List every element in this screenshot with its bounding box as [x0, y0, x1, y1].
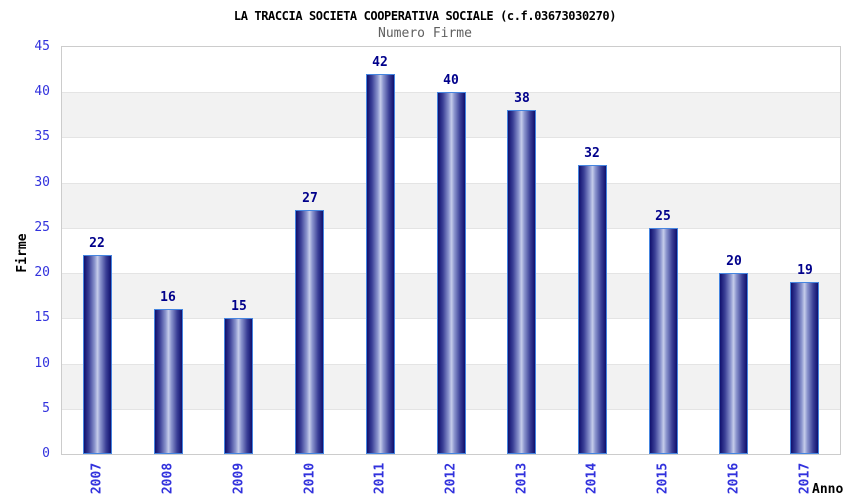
x-tick-label: 2008 [160, 462, 176, 495]
x-tick-label: 2007 [89, 462, 105, 495]
plot-area [61, 46, 841, 455]
bar-2009 [224, 318, 253, 454]
bar-value-label: 42 [372, 55, 388, 70]
x-tick-label: 2012 [443, 462, 459, 495]
bar-value-label: 15 [231, 299, 247, 314]
y-tick-label: 30 [34, 175, 50, 190]
bar-2012 [437, 92, 466, 454]
bar-2011 [366, 74, 395, 454]
y-tick-label: 5 [42, 401, 50, 416]
y-tick-label: 45 [34, 39, 50, 54]
bar-2014 [578, 165, 607, 454]
y-tick-label: 40 [34, 84, 50, 99]
x-tick-label: 2013 [514, 462, 530, 495]
bar-value-label: 27 [302, 191, 318, 206]
chart-subtitle: Numero Firme [378, 26, 472, 41]
bar-value-label: 19 [797, 263, 813, 278]
bar-2016 [719, 273, 748, 454]
bar-value-label: 20 [726, 254, 742, 269]
x-tick-label: 2010 [302, 462, 318, 495]
x-tick-label: 2015 [655, 462, 671, 495]
plot-band [62, 47, 840, 93]
bar-2008 [154, 309, 183, 454]
x-axis-title: Anno [812, 482, 844, 497]
bar-2017 [790, 282, 819, 454]
x-tick-label: 2014 [584, 462, 600, 495]
bar-2015 [649, 228, 678, 454]
y-tick-label: 15 [34, 310, 50, 325]
chart-title: LA TRACCIA SOCIETA COOPERATIVA SOCIALE (… [233, 9, 617, 23]
bar-value-label: 38 [514, 91, 530, 106]
bar-value-label: 32 [584, 146, 600, 161]
bar-2010 [295, 210, 324, 454]
y-tick-label: 25 [34, 220, 50, 235]
bar-2007 [83, 255, 112, 454]
y-tick-label: 0 [42, 446, 50, 461]
bar-value-label: 25 [655, 209, 671, 224]
x-tick-label: 2017 [797, 462, 813, 495]
bar-value-label: 40 [443, 73, 459, 88]
x-tick-label: 2009 [231, 462, 247, 495]
bar-2013 [507, 110, 536, 454]
x-tick-label: 2016 [726, 462, 742, 495]
y-tick-label: 20 [34, 265, 50, 280]
bar-value-label: 16 [160, 290, 176, 305]
y-tick-label: 10 [34, 356, 50, 371]
x-tick-label: 2011 [372, 462, 388, 495]
bar-value-label: 22 [89, 236, 105, 251]
y-tick-label: 35 [34, 129, 50, 144]
